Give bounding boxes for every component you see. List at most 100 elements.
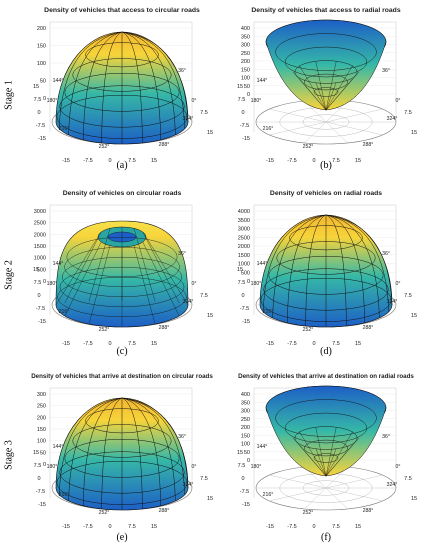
bottom-axis-tick: 15 xyxy=(355,341,361,347)
z-tick-label: 250 xyxy=(241,417,250,423)
angle-tick-label: 180° xyxy=(251,281,262,287)
z-tick-label: 300 xyxy=(241,409,250,415)
z-tick-label: 350 xyxy=(241,400,250,406)
left-axis-tick: -15 xyxy=(242,136,250,142)
angle-tick-label: 324° xyxy=(183,482,194,488)
caption-c: (c) xyxy=(116,346,128,357)
angle-tick-label: 252° xyxy=(303,510,314,516)
surface-meridian xyxy=(145,236,189,306)
angle-tick-label: 144° xyxy=(53,261,64,267)
bottom-axis-tick: -15 xyxy=(266,341,274,347)
z-tick-label: 50 xyxy=(244,84,250,90)
bottom-axis-tick: 15 xyxy=(151,524,157,530)
surface-meridian xyxy=(121,397,176,501)
bottom-axis-tick: -7.5 xyxy=(287,341,296,347)
left-axis-tick: -7.5 xyxy=(36,123,45,129)
angle-tick-label: 288° xyxy=(363,325,374,331)
angle-tick-label: 144° xyxy=(53,444,64,450)
angle-tick-label: 288° xyxy=(363,142,374,148)
z-tick-label: 250 xyxy=(241,51,250,57)
surface-meridian xyxy=(133,228,156,302)
right-axis-tick: 15 xyxy=(411,496,417,502)
angle-tick-label: 252° xyxy=(99,144,110,150)
left-axis-tick: 0 xyxy=(37,293,40,299)
surface-meridian xyxy=(325,448,337,477)
angle-tick-label: 252° xyxy=(303,327,314,333)
bottom-axis-tick: 15 xyxy=(355,158,361,164)
angle-tick-label: 324° xyxy=(183,116,194,122)
stage-label-3: Stage 3 xyxy=(3,440,15,470)
z-tick-label: 2500 xyxy=(238,235,250,241)
angle-tick-label: 36° xyxy=(178,434,186,440)
bottom-axis-tick: 7.5 xyxy=(128,524,136,530)
angle-tick-label: 324° xyxy=(387,482,398,488)
z-tick-label: 2000 xyxy=(34,232,46,238)
bottom-axis-tick: 7.5 xyxy=(128,341,136,347)
z-tick-label: 100 xyxy=(241,76,250,82)
bottom-axis-tick: 15 xyxy=(151,158,157,164)
surface-meridian xyxy=(325,431,353,477)
left-axis-tick: 7.5 xyxy=(34,463,42,469)
polar-base-spoke xyxy=(325,108,383,123)
angle-tick-label: 36° xyxy=(382,68,390,74)
z-tick-label: 150 xyxy=(37,44,46,50)
surface-meridian xyxy=(325,444,353,477)
angle-tick-label: 216° xyxy=(263,492,274,498)
surface-latitude xyxy=(313,453,339,463)
surface-meridian xyxy=(58,397,123,495)
angle-tick-label: 324° xyxy=(183,299,194,305)
left-axis-tick: -15 xyxy=(38,502,46,508)
bottom-axis-tick: 7.5 xyxy=(332,524,340,530)
chart-title: Density of vehicles on circular roads xyxy=(63,190,182,197)
surface-meridian xyxy=(64,241,102,317)
surface-meridian xyxy=(325,214,366,323)
surface-meridian xyxy=(121,31,176,135)
angle-tick-label: 144° xyxy=(257,444,268,450)
bottom-axis-tick: 0 xyxy=(312,158,315,164)
left-axis-tick: 0 xyxy=(241,293,244,299)
surface-latitude xyxy=(304,439,348,457)
chart-e: Density of vehicles that arrive at desti… xyxy=(31,373,213,530)
surface-latitude xyxy=(275,33,377,71)
z-tick-label: 500 xyxy=(37,267,46,273)
z-tick-label: 50 xyxy=(40,450,46,456)
right-axis-tick: 15 xyxy=(207,313,213,319)
surface xyxy=(265,19,387,111)
left-axis-tick: 15 xyxy=(33,84,39,90)
surface-meridian xyxy=(325,214,380,318)
polar-base-spoke xyxy=(325,487,348,510)
angle-tick-label: 180° xyxy=(47,98,58,104)
surface-meridian xyxy=(58,31,123,129)
polar-base-spoke xyxy=(325,121,348,144)
left-axis-tick: 15 xyxy=(237,450,243,456)
surface-latitude xyxy=(284,412,368,444)
angle-tick-label: 144° xyxy=(257,261,268,267)
z-tick-label: 0 xyxy=(247,458,250,464)
surface-meridian xyxy=(299,431,327,477)
surface-meridian xyxy=(121,397,143,509)
z-tick-label: 200 xyxy=(37,415,46,421)
left-axis-tick: 7.5 xyxy=(238,280,246,286)
surface-meridian xyxy=(315,61,327,111)
angle-tick-label: 144° xyxy=(257,78,268,84)
left-axis-tick: 0 xyxy=(37,476,40,482)
left-axis-tick: 7.5 xyxy=(34,97,42,103)
bottom-axis-tick: -7.5 xyxy=(287,158,296,164)
surface-meridian xyxy=(101,397,123,509)
angle-tick-label: 216° xyxy=(263,126,274,132)
caption-e: (e) xyxy=(116,532,128,543)
surface-meridian xyxy=(325,214,390,312)
z-tick-label: 1500 xyxy=(34,244,46,250)
chart-b: Density of vehicles that access to radia… xyxy=(237,7,417,164)
right-axis-tick: 15 xyxy=(207,130,213,136)
stage-label-2: Stage 2 xyxy=(3,260,15,290)
surface-meridian xyxy=(305,214,327,326)
surface-meridian xyxy=(121,397,162,506)
angle-tick-label: 252° xyxy=(303,144,314,150)
stage-label-1: Stage 1 xyxy=(3,80,15,110)
bottom-axis-tick: 0 xyxy=(312,341,315,347)
surface-meridian xyxy=(272,214,327,318)
z-tick-label: 3000 xyxy=(238,227,250,233)
z-tick-label: 100 xyxy=(37,61,46,67)
surface-meridian xyxy=(315,427,327,477)
